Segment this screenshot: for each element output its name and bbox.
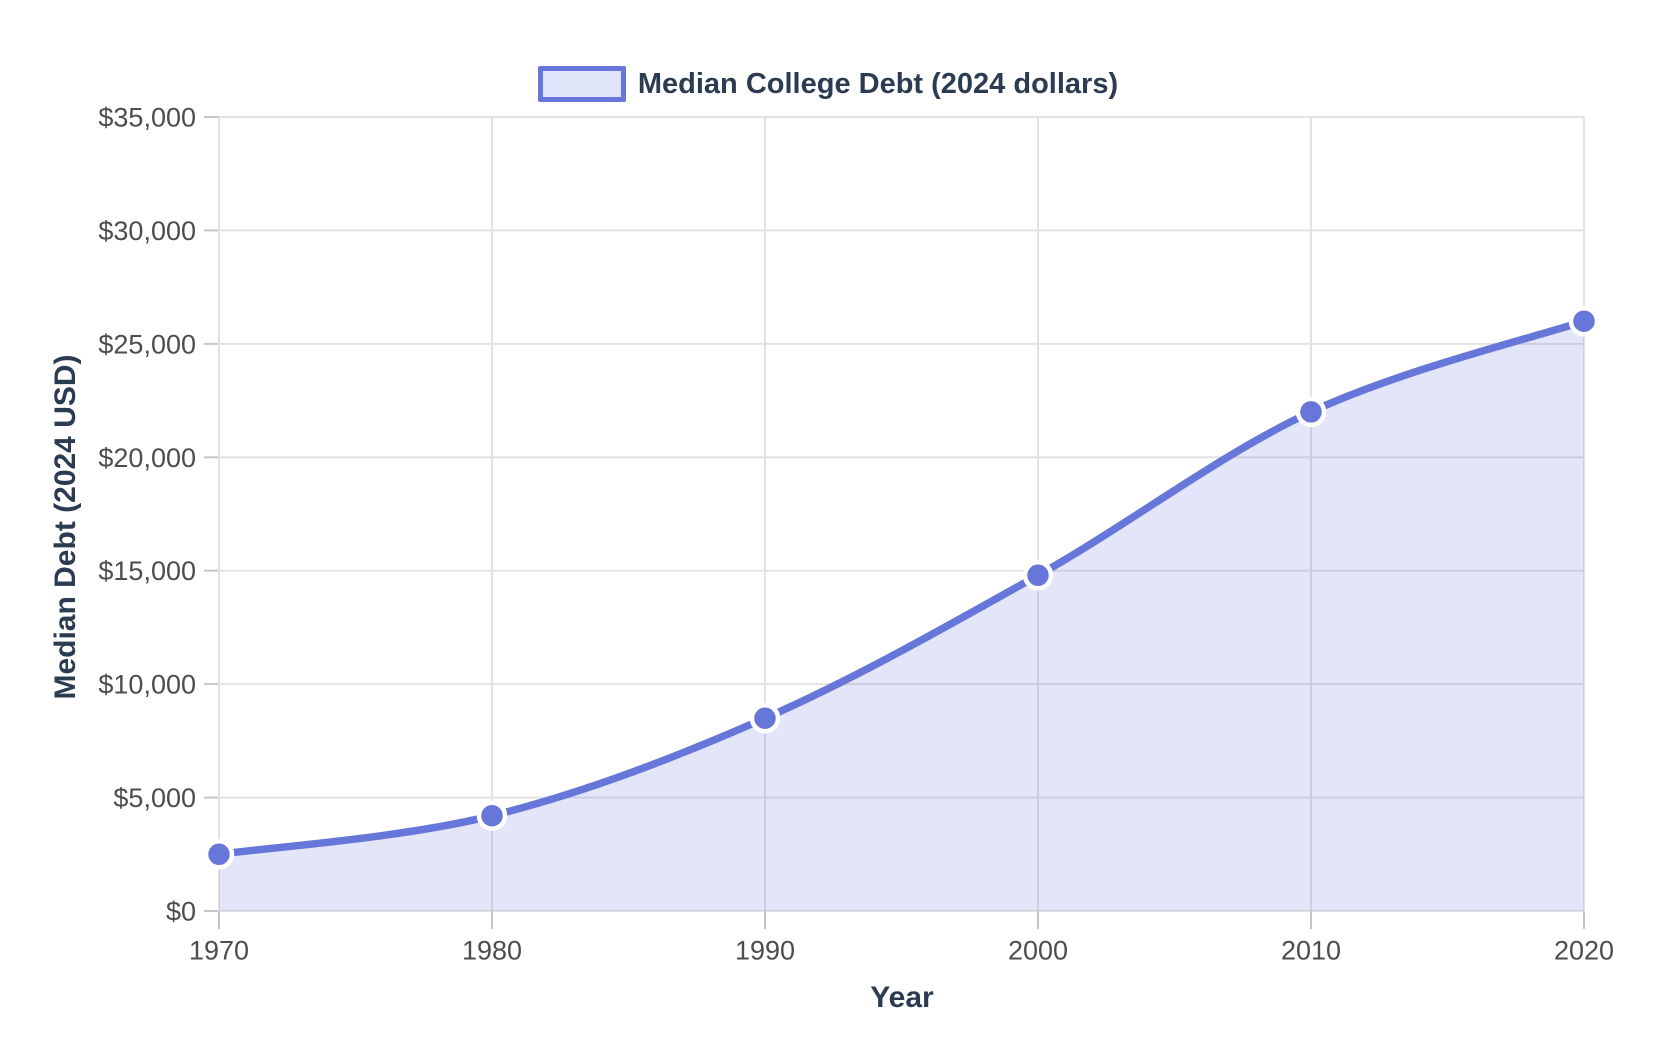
x-tick-label: 1980 [462, 935, 522, 965]
x-tick-label: 2010 [1281, 935, 1341, 965]
data-point-1970[interactable] [203, 839, 235, 870]
y-tick-label: $25,000 [98, 329, 196, 359]
y-tick-label: $10,000 [98, 670, 196, 700]
legend-label: Median College Debt (2024 dollars) [637, 68, 1119, 100]
legend: Median College Debt (2024 dollars) [0, 66, 1656, 102]
x-tick-label: 2000 [1008, 935, 1068, 965]
data-point-2010[interactable] [1295, 396, 1327, 428]
legend-swatch-icon [537, 66, 626, 102]
x-axis-title: Year [870, 981, 934, 1014]
data-point-1990[interactable] [749, 702, 781, 734]
y-tick-label: $15,000 [98, 556, 196, 586]
y-tick-label: $35,000 [98, 102, 196, 132]
x-tick-label: 1990 [735, 935, 795, 965]
x-tick-label: 2020 [1554, 935, 1614, 965]
series-area-fill [219, 321, 1584, 911]
y-tick-label: $5,000 [113, 783, 196, 813]
y-tick-label: $30,000 [98, 216, 196, 246]
x-tick-label: 1970 [189, 935, 249, 965]
data-point-1980[interactable] [476, 800, 508, 831]
data-point-2000[interactable] [1022, 560, 1054, 591]
y-axis-title: Median Debt (2024 USD) [49, 354, 82, 700]
series-line [215, 317, 1588, 859]
y-tick-label: $20,000 [98, 443, 196, 473]
y-tick-label: $0 [166, 896, 196, 926]
legend-item-median-college-debt[interactable]: Median College Debt (2024 dollars) [537, 66, 1119, 102]
data-point-2020[interactable] [1568, 305, 1600, 337]
